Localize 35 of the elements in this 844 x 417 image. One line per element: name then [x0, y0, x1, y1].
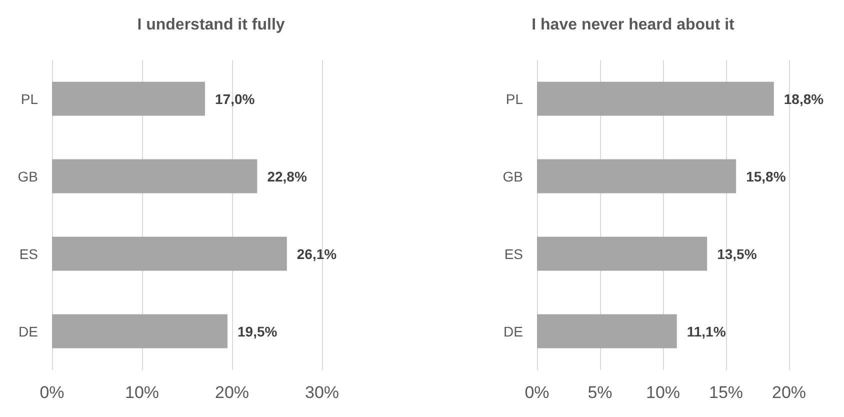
- data-label: 26,1%: [296, 246, 338, 262]
- x-tick-label: 20%: [772, 383, 806, 402]
- chart-title: I have never heard about it: [532, 16, 736, 34]
- y-tick-label: DE: [504, 323, 523, 340]
- x-tick-label: 10%: [124, 383, 160, 402]
- bar: [537, 82, 774, 116]
- data-label: 17,0%: [215, 90, 256, 107]
- data-label: 19,5%: [238, 323, 278, 340]
- bar: [537, 314, 677, 348]
- bar: [52, 82, 205, 116]
- data-label: 18,8%: [784, 90, 824, 107]
- x-tick-label: 5%: [588, 383, 612, 402]
- y-tick-label: ES: [504, 246, 523, 262]
- y-tick-label: GB: [18, 168, 38, 184]
- y-tick-label: ES: [19, 246, 38, 262]
- x-tick-label: 15%: [708, 383, 744, 402]
- bar: [537, 236, 708, 271]
- y-tick-label: DE: [18, 323, 38, 340]
- x-tick-label: 0%: [524, 383, 550, 402]
- bar: [537, 159, 736, 194]
- chart-title: I understand it fully: [137, 16, 285, 34]
- data-label: 11,1%: [686, 323, 726, 340]
- data-label: 22,8%: [267, 168, 308, 184]
- bar: [52, 159, 258, 194]
- y-tick-label: PL: [20, 90, 38, 107]
- data-label: 13,5%: [717, 246, 758, 262]
- y-tick-label: GB: [502, 168, 523, 184]
- x-tick-label: 20%: [214, 383, 250, 402]
- x-tick-label: 0%: [40, 383, 64, 402]
- x-tick-label: 30%: [304, 383, 340, 402]
- data-label: 15,8%: [746, 168, 786, 184]
- bar: [52, 314, 228, 348]
- bar: [52, 236, 287, 271]
- y-tick-label: PL: [506, 90, 524, 107]
- x-tick-label: 10%: [646, 383, 680, 402]
